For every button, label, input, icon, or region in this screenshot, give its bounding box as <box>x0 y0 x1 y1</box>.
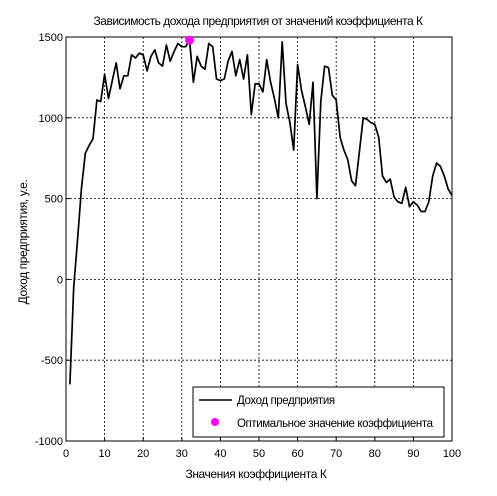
x-tick-label: 40 <box>214 448 226 460</box>
x-tick-label: 90 <box>407 448 419 460</box>
y-tick-label: 1500 <box>39 32 63 44</box>
y-tick-label: -500 <box>41 355 63 367</box>
x-tick-label: 30 <box>176 448 188 460</box>
optimal-point-marker <box>185 35 195 45</box>
x-tick-label: 10 <box>98 448 110 460</box>
series-group <box>69 35 453 385</box>
x-tick-label: 0 <box>63 448 69 460</box>
y-tick-label: -1000 <box>35 436 63 448</box>
x-axis-label: Значения коэффициента К <box>185 467 326 481</box>
legend-marker-swatch <box>211 418 219 426</box>
chart-title: Зависимость дохода предприятия от значен… <box>94 14 423 28</box>
axis-ticks: 0 10 20 30 40 50 60 70 80 90 100 -1000 -500 0 500 1000 1… <box>35 32 461 460</box>
x-tick-label: 80 <box>369 448 381 460</box>
x-tick-label: 70 <box>330 448 342 460</box>
x-tick-label: 20 <box>137 448 149 460</box>
y-tick-label: 1000 <box>39 113 63 125</box>
legend-label-optimal: Оптимальное значение коэффициента <box>237 418 434 430</box>
legend: Доход предприятия Оптимальное значение к… <box>192 386 445 438</box>
grid-lines <box>66 37 452 441</box>
legend-label-income: Доход предприятия <box>237 395 335 407</box>
y-tick-label: 0 <box>57 274 63 286</box>
series-line-income <box>69 39 453 385</box>
x-tick-label: 100 <box>443 448 461 460</box>
x-tick-label: 50 <box>253 448 265 460</box>
y-axis-label: Доход предприятия, у.е. <box>16 180 30 305</box>
y-tick-label: 500 <box>45 194 63 206</box>
x-tick-label: 60 <box>291 448 303 460</box>
legend-box <box>192 386 445 438</box>
